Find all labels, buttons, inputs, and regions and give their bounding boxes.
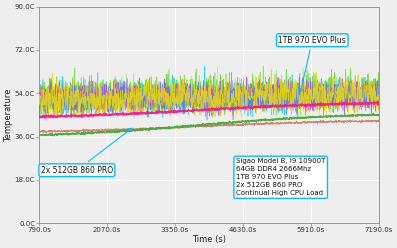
Y-axis label: Temperature: Temperature <box>4 88 13 142</box>
Text: 1TB 970 EVO Plus: 1TB 970 EVO Plus <box>278 36 346 92</box>
X-axis label: Time (s): Time (s) <box>192 235 226 244</box>
Text: 2x 512GB 860 PRO: 2x 512GB 860 PRO <box>41 128 132 175</box>
Text: Sigao Model B, i9 10900T
64GB DDR4 2666Mhz
1TB 970 EVO Plus
2x 512GB 860 PRO
Con: Sigao Model B, i9 10900T 64GB DDR4 2666M… <box>236 158 326 196</box>
